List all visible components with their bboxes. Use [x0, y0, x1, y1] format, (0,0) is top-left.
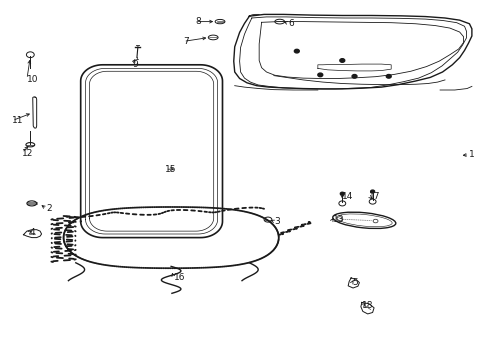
Text: 8: 8	[195, 17, 201, 26]
Circle shape	[351, 75, 356, 78]
Text: 18: 18	[361, 302, 373, 310]
Text: 1: 1	[468, 150, 474, 159]
Text: 7: 7	[183, 37, 189, 46]
Circle shape	[317, 73, 322, 77]
Text: 12: 12	[22, 149, 33, 158]
Text: 17: 17	[368, 192, 380, 201]
Text: 4: 4	[29, 228, 35, 237]
Text: 5: 5	[351, 278, 357, 287]
Text: 9: 9	[132, 60, 138, 69]
Text: 16: 16	[173, 273, 185, 282]
Circle shape	[386, 75, 390, 78]
Text: 15: 15	[165, 165, 177, 174]
Text: 14: 14	[342, 192, 353, 201]
Circle shape	[339, 59, 344, 62]
Text: 10: 10	[27, 75, 39, 84]
Text: 2: 2	[46, 204, 52, 213]
Circle shape	[294, 49, 299, 53]
Text: 3: 3	[273, 217, 279, 226]
Text: 6: 6	[288, 19, 294, 28]
Circle shape	[370, 190, 374, 193]
Text: 11: 11	[12, 116, 24, 125]
Text: 13: 13	[332, 215, 344, 224]
Circle shape	[340, 192, 344, 195]
